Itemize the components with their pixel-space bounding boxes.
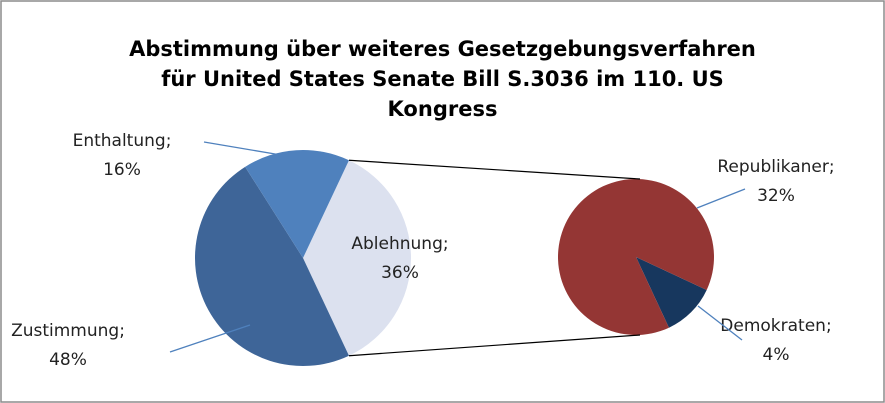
data-label: Enthaltung; [73, 131, 172, 151]
data-label-separator: ; [829, 157, 835, 177]
data-label-name: Republikaner [717, 157, 829, 177]
data-label: Republikaner; [717, 157, 834, 177]
data-label: Ablehnung; [351, 234, 448, 254]
leader-line [169, 324, 251, 353]
pie-slice [245, 149, 349, 258]
leader-line [203, 141, 282, 156]
data-label-separator: ; [443, 234, 449, 254]
pie-slice [636, 257, 707, 328]
data-label-name: Ablehnung [351, 234, 443, 254]
data-label-name: Demokraten [720, 316, 826, 336]
data-label-value: 4% [763, 345, 790, 365]
chart-title: Abstimmung über weiteres Gesetzgebungsve… [129, 37, 756, 121]
pie-slice [558, 179, 715, 336]
connector-line [348, 334, 641, 357]
data-label-name: Enthaltung [73, 131, 166, 151]
data-label-value: 32% [757, 186, 795, 206]
title-box: Abstimmung über weiteres Gesetzgebungsve… [0, 34, 885, 124]
data-label-separator: ; [119, 321, 125, 341]
data-label-value: 36% [381, 263, 419, 283]
leader-line [696, 188, 746, 209]
data-label: Demokraten; [720, 316, 831, 336]
leader-line [697, 305, 743, 341]
pie-slice [303, 160, 411, 356]
pie-slice [195, 166, 349, 366]
data-label-value: 16% [103, 160, 141, 180]
data-label-name: Zustimmung [11, 321, 119, 341]
connector-line [348, 159, 641, 180]
data-label-separator: ; [826, 316, 832, 336]
data-label-value: 48% [49, 350, 87, 370]
data-label: Zustimmung; [11, 321, 125, 341]
data-label-separator: ; [166, 131, 172, 151]
